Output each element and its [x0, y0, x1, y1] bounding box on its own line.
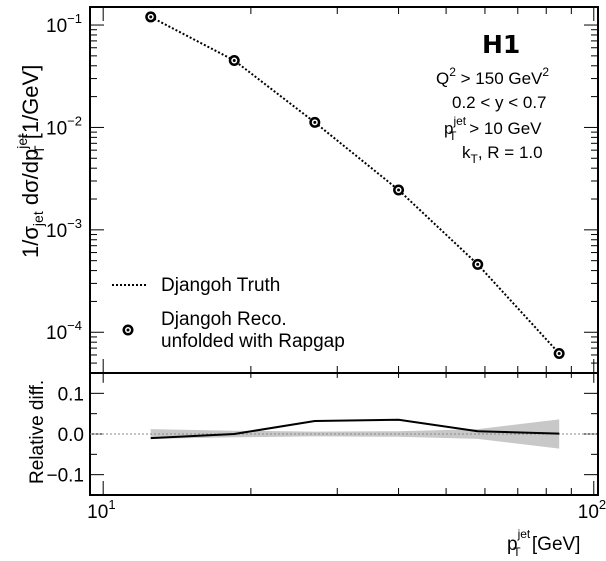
series-djangoh-reco-markers — [145, 11, 565, 360]
legend-reco-swatch-dot — [126, 328, 130, 332]
experiment-label: H1 — [482, 30, 520, 59]
series-djangoh-truth-line — [150, 16, 560, 355]
data-point-center — [397, 188, 401, 192]
ratio-y-axis-label: Relative diff. — [27, 380, 48, 484]
data-point-center — [476, 262, 480, 266]
y-tick-label: 10−1 — [46, 11, 82, 37]
ratio-y-tick-label: 0.0 — [58, 425, 84, 446]
upper-y-axis-label: 1/σjet dσ/dpjetT [1/GeV] — [14, 65, 47, 258]
annotation-jet-algorithm: kT, R = 1.0 — [462, 143, 543, 166]
annotation-y-range: 0.2 < y < 0.7 — [452, 93, 547, 112]
annotation-pt-cut: pjet T > 10 GeV — [444, 114, 542, 143]
x-tick-label: 101 — [87, 497, 115, 523]
legend-truth-label: Djangoh Truth — [161, 275, 280, 296]
x-tick-label: 102 — [578, 497, 606, 523]
data-point-center — [149, 15, 153, 19]
ratio-y-tick-label: −0.1 — [46, 466, 84, 487]
y-tick-label: 10−3 — [46, 216, 82, 242]
ratio-y-tick-label: 0.1 — [58, 384, 84, 405]
data-point-center — [232, 59, 236, 63]
y-tick-label: 10−4 — [46, 318, 82, 344]
y-tick-label: 10−2 — [46, 113, 82, 139]
upper-y-tick-labels: 10−1 10−2 10−3 10−4 — [46, 11, 82, 344]
ratio-difference-line — [150, 418, 560, 440]
ratio-y-tick-labels: 0.1 0.0 −0.1 — [46, 384, 84, 486]
data-point-center — [313, 120, 317, 124]
x-axis-label: pjet T [GeV] — [507, 527, 580, 559]
upper-ticks — [90, 7, 598, 374]
legend: Djangoh Truth Djangoh Reco. unfolded wit… — [112, 275, 345, 352]
lower-ticks — [90, 372, 598, 496]
data-point-center — [557, 352, 561, 356]
legend-reco-label-line2: unfolded with Rapgap — [161, 331, 345, 352]
annotation-q2-cut: Q2 > 150 GeV2 — [436, 65, 549, 88]
legend-reco-label-line1: Djangoh Reco. — [161, 309, 287, 330]
x-tick-labels: 101 102 — [87, 497, 606, 523]
